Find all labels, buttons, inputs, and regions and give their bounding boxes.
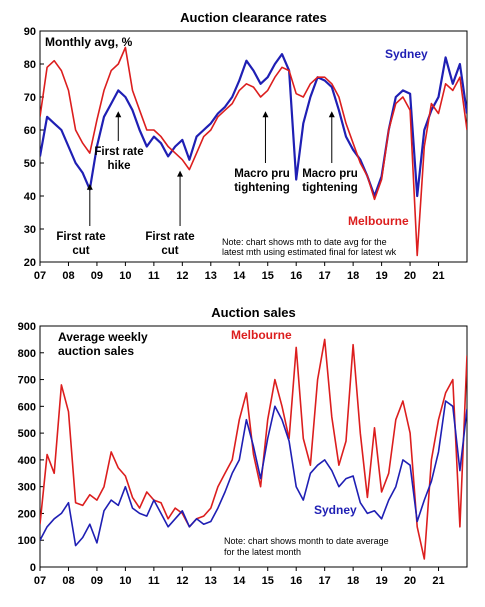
y-axis-label: Average weekly [58,330,148,344]
chart-note: Note: chart shows month to date average [224,536,389,546]
x-tick-label: 21 [432,575,444,587]
y-tick-label: 20 [24,257,36,269]
x-tick-label: 09 [91,270,103,282]
annotation-arrowhead [262,111,269,118]
x-tick-label: 18 [347,270,359,282]
annotation-text: cut [72,245,89,257]
x-tick-label: 11 [148,575,160,587]
annotation-arrowhead [328,111,335,118]
chart-note: latest mth using estimated final for lat… [222,247,397,257]
x-tick-label: 13 [205,270,217,282]
annotation-text: hike [107,160,130,172]
x-tick-label: 21 [432,270,444,282]
y-tick-label: 300 [18,482,36,494]
x-tick-label: 14 [233,270,246,282]
series-label-melbourne: Melbourne [348,214,409,228]
x-tick-label: 09 [91,575,103,587]
y-axis-label: auction sales [58,344,134,358]
x-tick-label: 17 [319,575,331,587]
x-tick-label: 15 [262,575,274,587]
x-tick-label: 15 [262,270,274,282]
annotation-text: First rate [56,231,105,243]
series-line-sydney [40,52,467,198]
x-tick-label: 19 [375,575,387,587]
y-tick-label: 30 [24,224,36,236]
x-tick-label: 14 [233,575,246,587]
chart-note: for the latest month [224,547,301,557]
y-tick-label: 40 [24,191,36,203]
y-tick-label: 0 [30,562,36,574]
x-tick-label: 12 [176,270,188,282]
annotation-text: First rate [145,231,194,243]
x-tick-label: 16 [290,575,302,587]
chart-title: Auction clearance rates [180,10,327,25]
y-tick-label: 500 [18,428,36,440]
annotation-text: Macro pru [302,168,358,180]
x-tick-label: 19 [375,270,387,282]
x-tick-label: 08 [62,270,74,282]
y-tick-label: 600 [18,401,36,413]
clearance-rates-panel: Auction clearance rates 20 30 40 50 60 70 80 90 0… [24,10,468,282]
y-tick-label: 80 [24,59,36,71]
x-tick-label: 20 [404,270,416,282]
x-tick-label: 11 [148,270,160,282]
x-tick-label: 10 [119,575,131,587]
x-tick-label: 12 [176,575,188,587]
series-line-sydney [40,400,467,547]
x-tick-label: 10 [119,270,131,282]
series-label-sydney: Sydney [314,503,357,517]
annotation-text: Macro pru [234,168,290,180]
chart-title: Auction sales [211,305,296,320]
annotation-text: tightening [302,182,358,194]
plot-frame [39,325,468,568]
y-tick-label: 50 [24,158,36,170]
series-label-sydney: Sydney [385,47,428,61]
plot-frame [39,30,468,263]
series-label-melbourne: Melbourne [231,328,292,342]
x-tick-label: 16 [290,270,302,282]
y-axis-label: Monthly avg, % [45,35,133,49]
annotation-text: cut [161,245,178,257]
x-tick-label: 17 [319,270,331,282]
series-line-melbourne [40,338,467,560]
x-tick-label: 13 [205,575,217,587]
annotation-text: First rate [94,146,143,158]
x-tick-label: 07 [34,575,46,587]
series-line-melbourne [40,46,467,257]
y-tick-label: 100 [18,535,36,547]
y-tick-label: 70 [24,92,36,104]
y-tick-label: 400 [18,455,36,467]
chart-note: Note: chart shows mth to date avg for th… [222,237,387,247]
y-tick-label: 700 [18,375,36,387]
y-tick-label: 90 [24,26,36,38]
x-tick-label: 20 [404,575,416,587]
x-tick-label: 07 [34,270,46,282]
x-tick-label: 08 [62,575,74,587]
annotation-arrowhead [86,183,93,190]
auction-sales-panel: Auction sales 0 100 200 300 400 500 600 700 800 90… [18,305,468,587]
annotation-arrowhead [115,111,122,118]
annotation-arrowhead [177,170,184,177]
x-tick-label: 18 [347,575,359,587]
y-tick-label: 200 [18,508,36,520]
annotation-text: tightening [234,182,290,194]
y-tick-label: 900 [18,321,36,333]
y-tick-label: 800 [18,348,36,360]
y-tick-label: 60 [24,125,36,137]
